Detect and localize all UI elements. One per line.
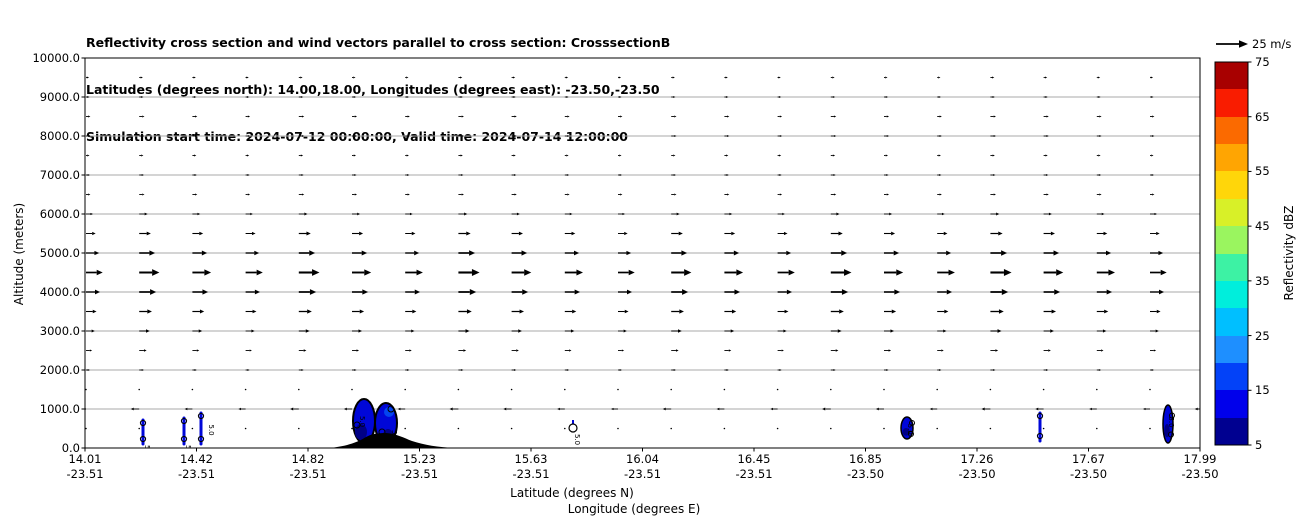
x-tick-lat: 16.04 [626,452,659,466]
x-tick-lat: 17.26 [960,452,994,466]
colorbar-segment [1215,89,1248,117]
chart-title-line1: Reflectivity cross section and wind vect… [86,35,671,51]
colorbar-label: Reflectivity dBZ [1282,205,1296,301]
colorbar [1215,62,1248,446]
x-tick-lon: -23.51 [735,466,773,481]
x-tick-label: 17.26 -23.50 [932,452,1022,481]
x-tick-lat: 16.85 [849,452,882,466]
colorbar-segment [1215,335,1248,363]
x-tick-lon: -23.50 [1069,466,1108,481]
svg-text:5.0: 5.0 [390,430,398,441]
x-tick-lon: -23.51 [177,466,216,481]
colorbar-segment [1215,308,1248,336]
y-tick-label: 3000.0 [39,324,80,338]
x-tick-label: 16.85 -23.50 [821,452,911,481]
colorbar-tick-label: 5 [1255,438,1263,452]
x-tick-lon: -23.51 [512,466,550,481]
svg-text:5.0: 5.0 [358,416,366,427]
colorbar-segment [1215,62,1248,90]
x-tick-lat: 14.01 [68,452,102,466]
colorbar-tick-label: 35 [1255,273,1270,288]
x-tick-lon: -23.50 [1181,466,1219,481]
x-tick-lat: 14.42 [180,452,213,466]
y-tick-label: 6000.0 [39,207,80,221]
svg-text:5.0: 5.0 [1167,416,1175,427]
x-tick-lat: 14.82 [291,452,325,466]
x-tick-lon: -23.51 [289,466,327,481]
y-tick-label: 5000.0 [39,246,80,260]
colorbar-segment [1215,116,1248,145]
colorbar-segment [1215,280,1248,309]
x-tick-lat: 16.45 [737,452,771,466]
x-tick-lon: -23.51 [623,466,662,481]
x-tick-label: 15.23 -23.51 [375,452,465,481]
colorbar-tick-label: 25 [1255,328,1270,343]
x-tick-lon: -23.51 [66,466,104,481]
x-tick-label: 17.99 -23.50 [1155,452,1245,481]
colorbar-segment [1215,362,1248,391]
y-tick-label: 8000.0 [39,129,80,143]
colorbar-tick-label: 45 [1255,219,1270,234]
y-tick-label: 10000.0 [32,51,80,65]
colorbar-segment [1215,144,1248,172]
x-tick-label: 15.63 -23.51 [486,452,576,481]
colorbar-segment [1215,417,1248,446]
colorbar-segment [1215,253,1248,281]
y-tick-label: 9000.0 [39,90,80,104]
x-tick-label: 14.82 -23.51 [263,452,353,481]
x-tick-label: 14.01 -23.51 [40,452,130,481]
x-tick-label: 17.67 -23.50 [1044,452,1134,481]
chart-title-line2: Latitudes (degrees north): 14.00,18.00, … [86,81,660,97]
svg-text:5.0: 5.0 [906,424,914,435]
x-tick-lat: 17.99 [1183,452,1217,466]
x-tick-lat: 17.67 [1072,452,1105,466]
x-tick-lat: 15.63 [514,452,548,466]
x-axis-label-longitude: Longitude (degrees E) [567,502,701,516]
y-tick-label: 2000.0 [39,363,80,377]
x-tick-label: 16.04 -23.51 [598,452,688,481]
x-axis-label-latitude: Latitude (degrees N) [510,486,634,500]
x-tick-lon: -23.51 [400,466,439,481]
colorbar-tick-label: 55 [1255,164,1270,179]
y-tick-label: 4000.0 [39,285,80,299]
colorbar-segment [1215,226,1248,254]
reference-arrow-label: 25 m/s [1252,37,1292,51]
svg-text:5.0: 5.0 [143,445,151,456]
y-tick-label: 0.0 [61,441,80,455]
colorbar-tick-label: 75 [1255,55,1270,69]
x-tick-lon: -23.50 [846,466,885,481]
colorbar-tick-label: 15 [1255,383,1270,398]
y-tick-label: 7000.0 [39,168,80,182]
x-tick-lat: 15.23 [403,452,436,466]
colorbar-segment [1215,390,1248,418]
x-tick-label: 16.45 -23.51 [709,452,799,481]
y-tick-label: 1000.0 [39,402,80,416]
colorbar-tick-label: 65 [1255,109,1270,124]
svg-text:5.0: 5.0 [207,425,215,436]
colorbar-segment [1215,198,1248,227]
chart-title-line3: Simulation start time: 2024-07-12 00:00:… [86,128,628,144]
x-tick-label: 14.42 -23.51 [152,452,242,481]
colorbar-segment [1215,171,1248,199]
x-tick-lon: -23.50 [958,466,996,481]
chart-title: Reflectivity cross section and wind vect… [86,4,670,176]
svg-text:5.0: 5.0 [573,434,581,445]
